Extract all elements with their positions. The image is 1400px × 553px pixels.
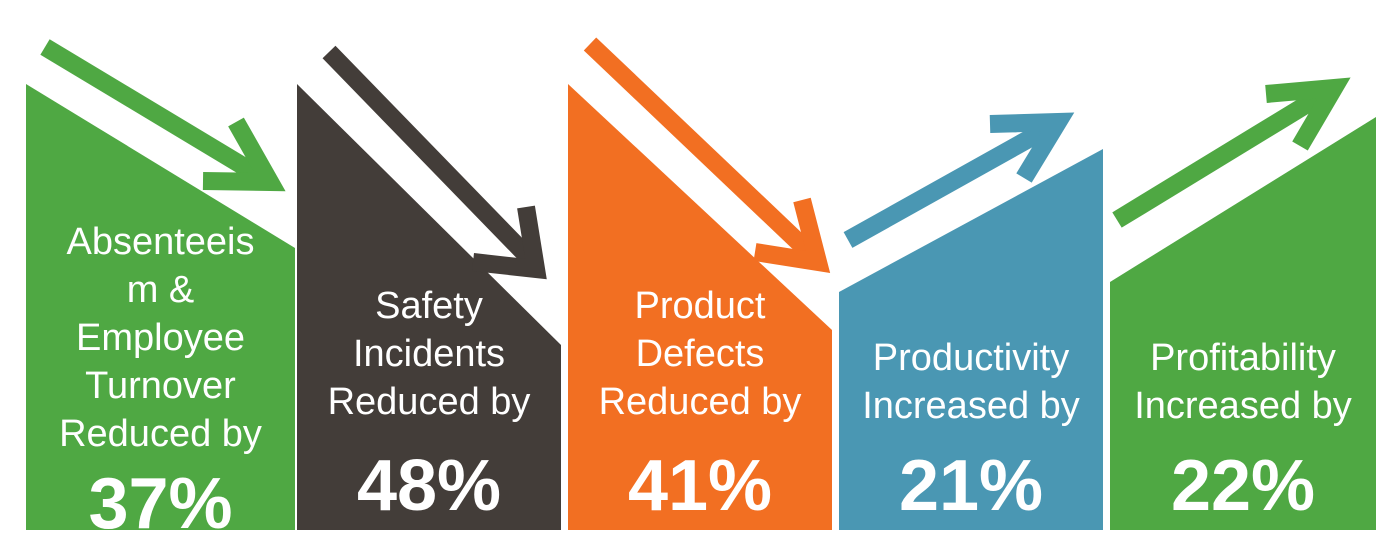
label-line: Incidents bbox=[352, 333, 506, 375]
down-arrow-icon bbox=[40, 39, 286, 192]
panel-productivity-label: Productivity Increased by bbox=[839, 334, 1103, 430]
label-line: Profitability bbox=[1150, 337, 1336, 379]
down-arrow-icon bbox=[583, 37, 831, 274]
up-arrow-icon bbox=[1112, 77, 1351, 228]
up-arrow-icon bbox=[843, 112, 1075, 248]
panel-profitability-value: 22% bbox=[1170, 446, 1316, 526]
label-line: Safety bbox=[375, 285, 483, 327]
panel-safety-label: Safety Incidents Reduced by bbox=[297, 282, 561, 426]
panel-absenteeism-label: Absenteeis m & Employee Turnover Reduced… bbox=[26, 218, 295, 458]
panel-productivity-value: 21% bbox=[898, 446, 1044, 526]
panel-productivity-block bbox=[839, 149, 1103, 530]
label-line: m & bbox=[126, 269, 195, 311]
panel-profitability-block bbox=[1110, 117, 1376, 530]
panel-absenteeism-block bbox=[26, 84, 295, 530]
panel-safety-value: 48% bbox=[356, 446, 502, 526]
panel-profitability-label: Profitability Increased by bbox=[1110, 334, 1376, 430]
label-line: Turnover bbox=[85, 365, 236, 407]
label-line: Productivity bbox=[872, 337, 1070, 379]
panel-absenteeism-value: 37% bbox=[88, 464, 233, 544]
label-line: Reduced by bbox=[327, 381, 531, 423]
label-line: Defects bbox=[635, 333, 765, 375]
label-line: Reduced by bbox=[598, 381, 802, 423]
panel-safety-block bbox=[297, 84, 561, 530]
label-line: Absenteeis bbox=[66, 221, 255, 263]
label-line: Employee bbox=[76, 317, 245, 359]
panel-defects-label: Product Defects Reduced by bbox=[568, 282, 832, 426]
down-arrow-icon bbox=[322, 45, 547, 280]
label-line: Product bbox=[634, 285, 766, 327]
label-line: Increased by bbox=[1134, 385, 1352, 427]
label-line: Reduced by bbox=[59, 413, 262, 455]
label-line: Increased by bbox=[862, 385, 1080, 427]
panel-defects-value: 41% bbox=[627, 446, 773, 526]
panel-defects-block bbox=[568, 84, 832, 530]
